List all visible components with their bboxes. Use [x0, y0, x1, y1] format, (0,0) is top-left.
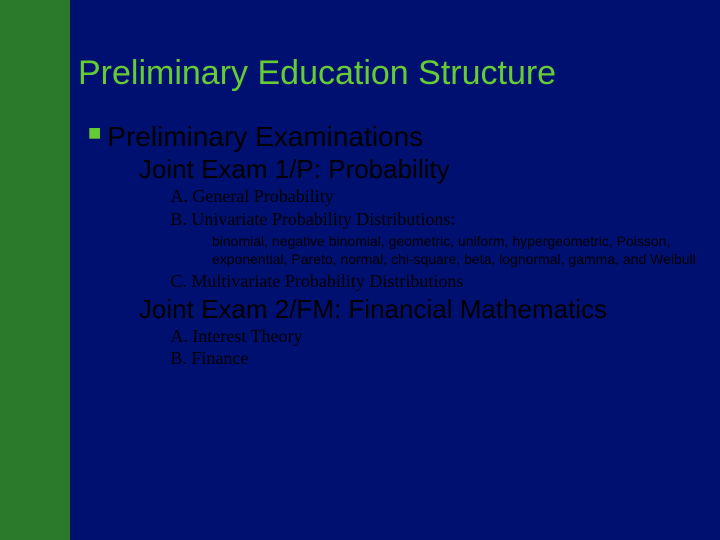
topic-text: B. Finance [170, 348, 248, 370]
section-heading-row: ■ Preliminary Examinations [70, 121, 720, 153]
topic-text: A. General Probability [170, 186, 333, 208]
exam-label: Joint Exam 2/FM: Financial Mathematics [139, 295, 607, 325]
topic-detail-row: binomial, negative binomial, geometric, … [70, 233, 720, 269]
pointer-bullet-icon: ☞ [152, 271, 166, 290]
exam-row: ◆ Joint Exam 1/P: Probability [70, 155, 720, 185]
topic-row: ☞ A. General Probability [70, 186, 720, 208]
topic-row: ☞ B. Univariate Probability Distribution… [70, 209, 720, 231]
square-bullet-icon: ■ [88, 121, 101, 145]
topic-row: ☞ C. Multivariate Probability Distributi… [70, 271, 720, 293]
sidebar-accent [0, 0, 70, 540]
topic-text: B. Univariate Probability Distributions: [170, 209, 455, 231]
topic-detail: binomial, negative binomial, geometric, … [212, 233, 696, 267]
pointer-bullet-icon: ☞ [152, 209, 166, 228]
page-title: Preliminary Education Structure [70, 0, 720, 121]
topic-text: A. Interest Theory [170, 326, 302, 348]
pointer-bullet-icon: ☞ [152, 186, 166, 205]
topic-text: C. Multivariate Probability Distribution… [170, 271, 463, 293]
exam-label: Joint Exam 1/P: Probability [139, 155, 450, 185]
topic-row: ☞ A. Interest Theory [70, 326, 720, 348]
exam-row: ◆ Joint Exam 2/FM: Financial Mathematics [70, 295, 720, 325]
diamond-bullet-icon: ◆ [118, 295, 135, 319]
slide: Preliminary Education Structure ■ Prelim… [0, 0, 720, 540]
topic-row: ☞ B. Finance [70, 348, 720, 370]
content-area: Preliminary Education Structure ■ Prelim… [70, 0, 720, 540]
pointer-bullet-icon: ☞ [152, 326, 166, 345]
section-heading: Preliminary Examinations [107, 121, 423, 153]
diamond-bullet-icon: ◆ [118, 155, 135, 179]
pointer-bullet-icon: ☞ [152, 348, 166, 367]
